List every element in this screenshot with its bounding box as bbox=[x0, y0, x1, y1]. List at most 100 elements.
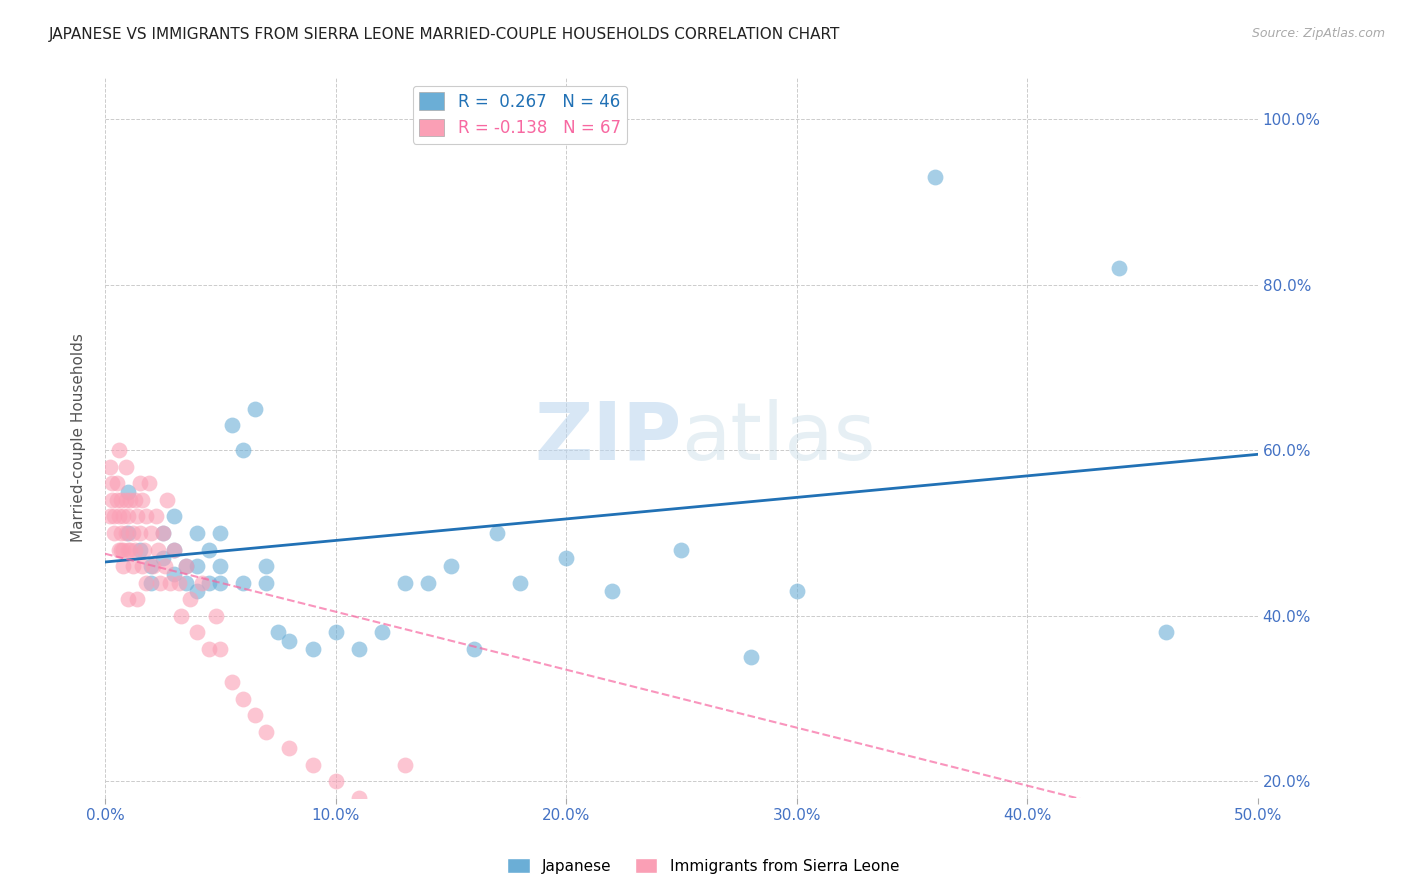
Point bbox=[110, 526, 132, 541]
Point bbox=[120, 542, 142, 557]
Point bbox=[232, 443, 254, 458]
Point bbox=[179, 592, 201, 607]
Point bbox=[325, 625, 347, 640]
Point bbox=[347, 791, 370, 805]
Point bbox=[128, 542, 150, 557]
Point bbox=[186, 559, 208, 574]
Point bbox=[139, 575, 162, 590]
Point bbox=[114, 459, 136, 474]
Point bbox=[146, 542, 169, 557]
Text: atlas: atlas bbox=[682, 399, 876, 476]
Point bbox=[103, 526, 125, 541]
Point bbox=[139, 526, 162, 541]
Point bbox=[114, 492, 136, 507]
Point bbox=[98, 509, 121, 524]
Point bbox=[204, 608, 226, 623]
Point bbox=[134, 542, 156, 557]
Point bbox=[1154, 625, 1177, 640]
Point bbox=[209, 575, 232, 590]
Point bbox=[101, 492, 124, 507]
Point bbox=[114, 526, 136, 541]
Point bbox=[108, 509, 131, 524]
Point bbox=[232, 575, 254, 590]
Point bbox=[145, 509, 167, 524]
Point bbox=[209, 526, 232, 541]
Point bbox=[394, 758, 416, 772]
Point bbox=[131, 559, 153, 574]
Point bbox=[671, 542, 693, 557]
Point bbox=[301, 758, 323, 772]
Point bbox=[153, 559, 176, 574]
Point bbox=[174, 559, 197, 574]
Point bbox=[221, 418, 243, 433]
Point bbox=[163, 509, 186, 524]
Point bbox=[197, 575, 219, 590]
Point bbox=[243, 401, 266, 416]
Point bbox=[232, 691, 254, 706]
Point bbox=[117, 509, 139, 524]
Point bbox=[152, 550, 174, 565]
Legend: Japanese, Immigrants from Sierra Leone: Japanese, Immigrants from Sierra Leone bbox=[501, 852, 905, 880]
Point bbox=[740, 650, 762, 665]
Point bbox=[254, 575, 277, 590]
Point bbox=[370, 625, 392, 640]
Point bbox=[112, 559, 135, 574]
Point bbox=[124, 542, 146, 557]
Point bbox=[117, 592, 139, 607]
Point bbox=[786, 584, 808, 599]
Point bbox=[163, 567, 186, 582]
Point bbox=[139, 559, 162, 574]
Point bbox=[267, 625, 290, 640]
Point bbox=[117, 542, 139, 557]
Point bbox=[108, 542, 131, 557]
Text: ZIP: ZIP bbox=[534, 399, 682, 476]
Point bbox=[110, 492, 132, 507]
Point bbox=[463, 642, 485, 657]
Point bbox=[117, 526, 139, 541]
Point bbox=[174, 559, 197, 574]
Point bbox=[152, 526, 174, 541]
Point bbox=[121, 526, 143, 541]
Point bbox=[135, 509, 157, 524]
Point bbox=[278, 741, 301, 756]
Y-axis label: Married-couple Households: Married-couple Households bbox=[72, 334, 86, 542]
Point bbox=[209, 559, 232, 574]
Point bbox=[254, 559, 277, 574]
Text: Source: ZipAtlas.com: Source: ZipAtlas.com bbox=[1251, 27, 1385, 40]
Point bbox=[156, 492, 179, 507]
Point bbox=[142, 559, 165, 574]
Point bbox=[127, 592, 149, 607]
Point bbox=[163, 542, 186, 557]
Point bbox=[209, 642, 232, 657]
Point bbox=[120, 492, 142, 507]
Point bbox=[167, 575, 190, 590]
Point bbox=[191, 575, 214, 590]
Point bbox=[127, 509, 149, 524]
Point bbox=[221, 675, 243, 690]
Point bbox=[131, 492, 153, 507]
Text: JAPANESE VS IMMIGRANTS FROM SIERRA LEONE MARRIED-COUPLE HOUSEHOLDS CORRELATION C: JAPANESE VS IMMIGRANTS FROM SIERRA LEONE… bbox=[49, 27, 841, 42]
Point bbox=[159, 575, 181, 590]
Point bbox=[105, 476, 128, 491]
Point bbox=[98, 459, 121, 474]
Point bbox=[117, 484, 139, 499]
Point bbox=[149, 575, 172, 590]
Point bbox=[105, 492, 128, 507]
Point bbox=[163, 542, 186, 557]
Point bbox=[243, 708, 266, 723]
Point bbox=[278, 633, 301, 648]
Point bbox=[103, 509, 125, 524]
Point bbox=[197, 542, 219, 557]
Point bbox=[174, 575, 197, 590]
Point bbox=[509, 575, 531, 590]
Point bbox=[924, 169, 946, 184]
Point bbox=[128, 476, 150, 491]
Point bbox=[186, 526, 208, 541]
Point bbox=[186, 625, 208, 640]
Point bbox=[254, 724, 277, 739]
Point bbox=[152, 526, 174, 541]
Point bbox=[112, 509, 135, 524]
Point bbox=[101, 476, 124, 491]
Point bbox=[138, 476, 160, 491]
Point bbox=[347, 642, 370, 657]
